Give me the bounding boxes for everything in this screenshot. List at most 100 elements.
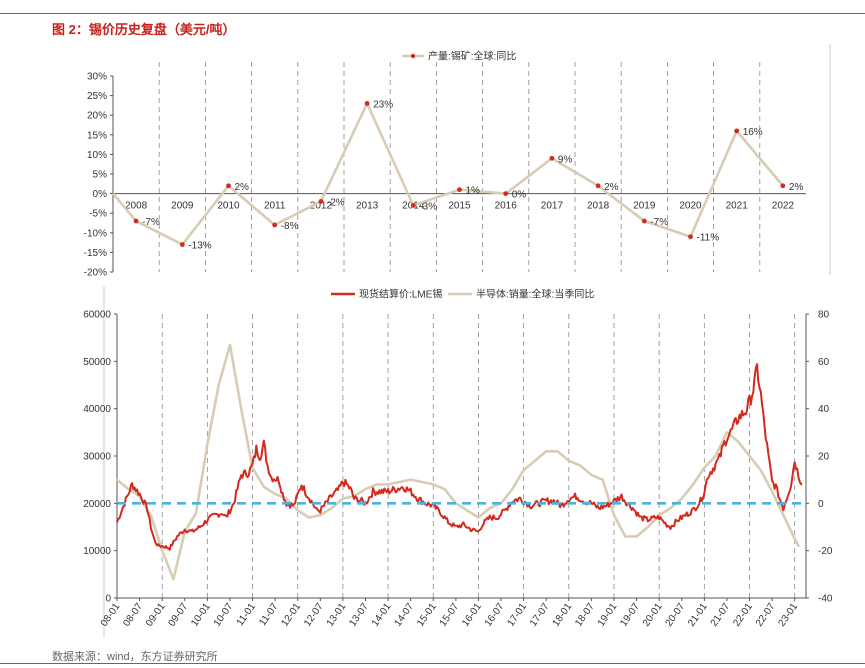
- top-y-tick-label: 0%: [93, 189, 108, 200]
- x-tick-label: 15-07: [438, 601, 462, 629]
- left-y-tick-label: 20000: [83, 499, 111, 510]
- x-tick-label: 08-07: [121, 601, 145, 629]
- left-y-tick-label: 10000: [83, 546, 111, 557]
- top-x-tick-label: 2012: [310, 201, 333, 212]
- top-y-tick-label: -20%: [84, 268, 107, 279]
- x-tick-label: 18-01: [551, 601, 575, 629]
- x-tick-label: 12-01: [279, 601, 303, 629]
- data-label: 9%: [558, 154, 573, 165]
- top-x-tick-label: 2016: [495, 201, 518, 212]
- x-tick-label: 09-01: [144, 601, 168, 629]
- x-tick-label: 21-07: [709, 601, 733, 629]
- top-x-tick-label: 2018: [587, 201, 610, 212]
- top-y-tick-label: -10%: [84, 228, 107, 239]
- top-y-tick-label: -5%: [89, 209, 107, 220]
- left-y-tick-label: 30000: [83, 452, 111, 463]
- data-point: [688, 234, 693, 240]
- x-tick-label: 20-07: [664, 601, 688, 629]
- x-tick-label: 17-01: [505, 601, 529, 629]
- right-y-tick-label: 60: [818, 357, 830, 368]
- data-point: [226, 183, 231, 189]
- top-y-tick-label: 10%: [87, 150, 107, 161]
- top-rule: [0, 13, 865, 14]
- x-tick-label: 11-07: [257, 601, 281, 628]
- right-y-tick-label: 0: [818, 499, 824, 510]
- x-tick-label: 19-07: [618, 601, 642, 629]
- top-y-tick-label: 20%: [87, 111, 107, 122]
- data-label: -7%: [650, 217, 668, 228]
- right-y-tick-label: -20: [818, 546, 833, 557]
- data-point: [272, 222, 278, 228]
- data-label: -11%: [697, 233, 720, 244]
- right-y-tick-label: -40: [818, 594, 833, 605]
- data-label: -7%: [142, 217, 160, 228]
- top-x-tick-label: 2008: [125, 201, 148, 212]
- x-tick-label: 16-07: [483, 601, 507, 629]
- top-y-tick-label: 5%: [93, 170, 108, 181]
- top-y-tick-label: 25%: [87, 91, 107, 102]
- x-tick-label: 13-07: [347, 601, 371, 629]
- x-tick-label: 19-01: [596, 601, 620, 629]
- data-label: 2%: [604, 182, 619, 193]
- data-label: -8%: [281, 221, 299, 232]
- series-line-tin-mine-output: [112, 102, 784, 246]
- top-y-tick-label: -15%: [84, 248, 107, 259]
- right-y-tick-label: 20: [818, 452, 830, 463]
- top-x-tick-label: 2009: [171, 201, 194, 212]
- x-tick-label: 22-01: [731, 601, 755, 629]
- x-tick-label: 18-07: [573, 601, 597, 629]
- top-x-tick-label: 2011: [264, 201, 286, 212]
- x-tick-label: 15-01: [415, 601, 439, 629]
- series-line-lme-tin-price: [116, 363, 803, 551]
- page-title: 图 2：锡价历史复盘（美元/吨）: [52, 22, 236, 37]
- top-x-tick-label: 2021: [726, 201, 749, 212]
- bottom-chart: 0 10000 20000 30000 40000 50000 60000 -40 -20 0 20…: [83, 286, 833, 638]
- data-point: [595, 183, 601, 189]
- top-x-tick-label: 2015: [448, 201, 471, 212]
- data-point: [549, 155, 555, 161]
- top-x-tick-label: 2017: [541, 201, 564, 212]
- bottom-rule: [0, 663, 865, 664]
- data-label: 1%: [466, 186, 481, 197]
- x-tick-label: 20-01: [641, 601, 665, 629]
- top-chart: 30% 25% 20% 15% 10% 5% 0% -5% -10% -15% -20% 2008 20…: [84, 44, 831, 279]
- x-tick-label: 11-01: [235, 601, 259, 628]
- data-label: -3%: [419, 201, 437, 212]
- x-tick-label: 10-07: [212, 601, 236, 629]
- right-y-tick-label: 40: [818, 404, 830, 415]
- data-point: [133, 218, 139, 224]
- top-x-tick-label: 2010: [217, 201, 240, 212]
- x-tick-label: 14-01: [370, 601, 394, 629]
- source-note: 数据来源：wind，东方证券研究所: [52, 651, 218, 663]
- top-y-tick-label: 15%: [87, 130, 107, 141]
- data-label: 2%: [235, 182, 250, 193]
- data-label: 2%: [789, 182, 804, 193]
- top-x-tick-label: 2020: [679, 201, 702, 212]
- data-point: [179, 242, 185, 247]
- right-y-tick-label: 80: [818, 310, 830, 321]
- data-point: [734, 128, 740, 134]
- left-y-tick-label: 40000: [83, 404, 111, 415]
- left-y-tick-label: 50000: [83, 357, 111, 368]
- legend-label-tin: 现货结算价:LME锡: [359, 288, 442, 301]
- left-y-tick-label: 0: [105, 594, 111, 605]
- data-point: [641, 218, 647, 224]
- x-tick-label: 16-01: [460, 601, 484, 629]
- legend-label-semiconductor: 半导体:销量:全球:当季同比: [476, 288, 594, 301]
- data-point: [457, 187, 462, 193]
- data-label: -13%: [188, 241, 211, 252]
- data-point: [503, 191, 509, 197]
- top-x-tick-label: 2013: [356, 201, 379, 212]
- x-tick-label: 12-07: [302, 601, 326, 629]
- data-point: [410, 202, 416, 208]
- x-tick-label: 21-01: [686, 601, 710, 629]
- x-tick-label: 17-07: [528, 601, 552, 629]
- data-label: -2%: [327, 197, 345, 208]
- legend-label: 产量:锡矿:全球:同比: [428, 50, 516, 63]
- data-label: 0%: [512, 190, 527, 201]
- data-label: 16%: [743, 127, 763, 138]
- data-point: [364, 101, 370, 106]
- top-y-tick-label: 30%: [87, 72, 107, 83]
- top-x-tick-label: 2019: [633, 201, 656, 212]
